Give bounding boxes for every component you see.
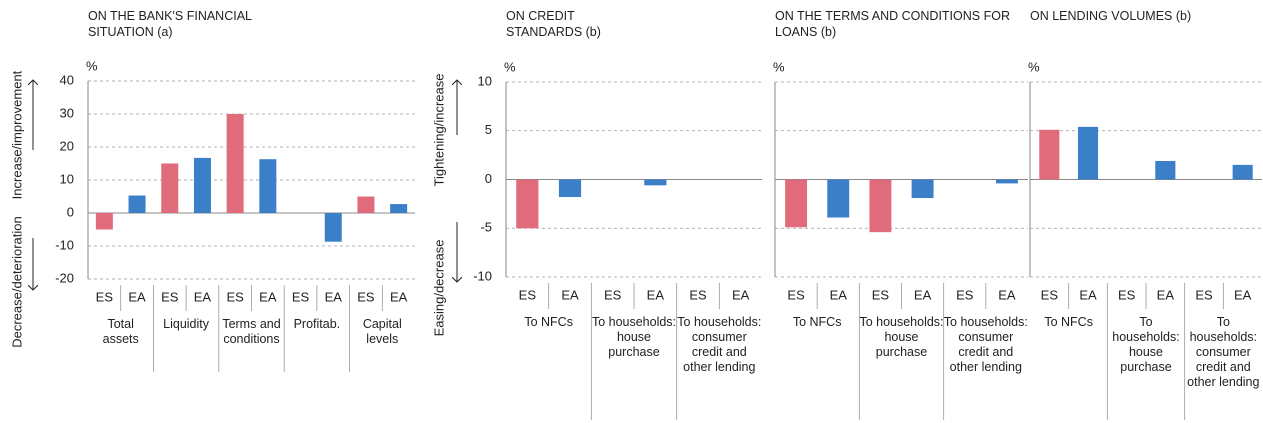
y-unit: %	[86, 58, 98, 73]
group-label: Liquidity	[163, 317, 210, 331]
series-label: EA	[390, 289, 408, 304]
y-tick-label: 30	[60, 105, 74, 120]
y-unit: %	[1028, 59, 1040, 74]
group-label: Profitab.	[293, 317, 341, 331]
group-label: To households: consumer credit and other…	[943, 315, 1028, 374]
y-tick-label: 20	[60, 138, 74, 153]
group-label: To households: house purchase	[1112, 315, 1180, 374]
y-unit: %	[504, 59, 516, 74]
series-label: EA	[1157, 287, 1175, 302]
series-label: ES	[1041, 287, 1059, 302]
panel-title: ON LENDING VOLUMES (b)	[1030, 9, 1192, 23]
bar	[1155, 160, 1176, 180]
axis-annotation: Decrease/deterioration	[9, 216, 24, 348]
y-tick-label: -5	[480, 220, 492, 235]
group-label: To households: consumer credit and other…	[1187, 315, 1260, 389]
series-label: ES	[161, 289, 179, 304]
series-label: EA	[128, 289, 146, 304]
group-label: To NFCs	[792, 315, 842, 329]
group-label: To NFCs	[524, 315, 573, 329]
group-label: Total assets	[102, 317, 139, 346]
bar	[324, 213, 342, 242]
bar	[259, 159, 277, 213]
series-label: EA	[259, 289, 277, 304]
y-tick-label: 0	[485, 171, 492, 186]
series-label: EA	[1234, 287, 1252, 302]
bar	[644, 179, 667, 186]
y-unit: %	[773, 59, 785, 74]
series-label: ES	[1195, 287, 1213, 302]
bar	[161, 163, 179, 213]
series-label: EA	[998, 287, 1016, 302]
series-label: ES	[226, 289, 244, 304]
series-label: ES	[519, 287, 537, 302]
series-label: ES	[872, 287, 890, 302]
axis-annotation: Increase/improvement	[9, 70, 24, 199]
y-tick-label: 10	[60, 171, 74, 186]
series-label: ES	[604, 287, 622, 302]
bar	[995, 179, 1018, 184]
group-label: To households: house purchase	[859, 315, 944, 359]
series-label: ES	[292, 289, 310, 304]
group-label: Terms and conditions	[222, 317, 281, 346]
y-tick-label: 5	[485, 122, 492, 137]
panel-title: ON CREDIT STANDARDS (b)	[506, 9, 601, 39]
series-label: EA	[732, 287, 750, 302]
panel-title: ON THE TERMS AND CONDITIONS FOR LOANS (b…	[775, 9, 1010, 39]
series-label: EA	[647, 287, 665, 302]
series-label: EA	[1079, 287, 1097, 302]
series-label: EA	[325, 289, 343, 304]
y-tick-label: -10	[55, 237, 74, 252]
bar	[226, 114, 244, 213]
bar	[558, 179, 582, 198]
bar	[128, 195, 146, 213]
group-label: To NFCs	[1044, 315, 1093, 329]
group-label: Capital levels	[362, 317, 402, 346]
bar	[911, 179, 934, 199]
series-label: EA	[561, 287, 579, 302]
bar	[95, 213, 113, 230]
bar	[1039, 129, 1060, 180]
axis-annotation: Tightening/increase	[431, 74, 446, 187]
y-tick-label: 10	[478, 73, 492, 88]
series-label: ES	[96, 289, 114, 304]
series-label: ES	[956, 287, 974, 302]
series-label: ES	[357, 289, 375, 304]
bar	[827, 179, 850, 218]
y-tick-label: -20	[55, 270, 74, 285]
bar	[1077, 126, 1099, 180]
panel-title: ON THE BANK'S FINANCIAL SITUATION (a)	[88, 9, 252, 39]
series-label: EA	[914, 287, 932, 302]
bar	[785, 179, 808, 228]
bar	[1232, 164, 1253, 180]
y-tick-label: 0	[67, 204, 74, 219]
bar	[869, 179, 892, 233]
series-label: ES	[689, 287, 707, 302]
series-label: ES	[787, 287, 805, 302]
bar	[193, 157, 211, 213]
series-label: EA	[830, 287, 848, 302]
y-tick-label: 40	[60, 72, 74, 87]
bar	[516, 179, 539, 229]
series-label: EA	[194, 289, 212, 304]
bar	[390, 204, 408, 213]
group-label: To households: consumer credit and other…	[677, 315, 762, 374]
axis-annotation: Easing/decrease	[431, 240, 446, 337]
y-tick-label: -10	[473, 268, 492, 283]
group-label: To households: house purchase	[591, 315, 677, 359]
series-label: ES	[1118, 287, 1136, 302]
bar	[357, 196, 375, 213]
